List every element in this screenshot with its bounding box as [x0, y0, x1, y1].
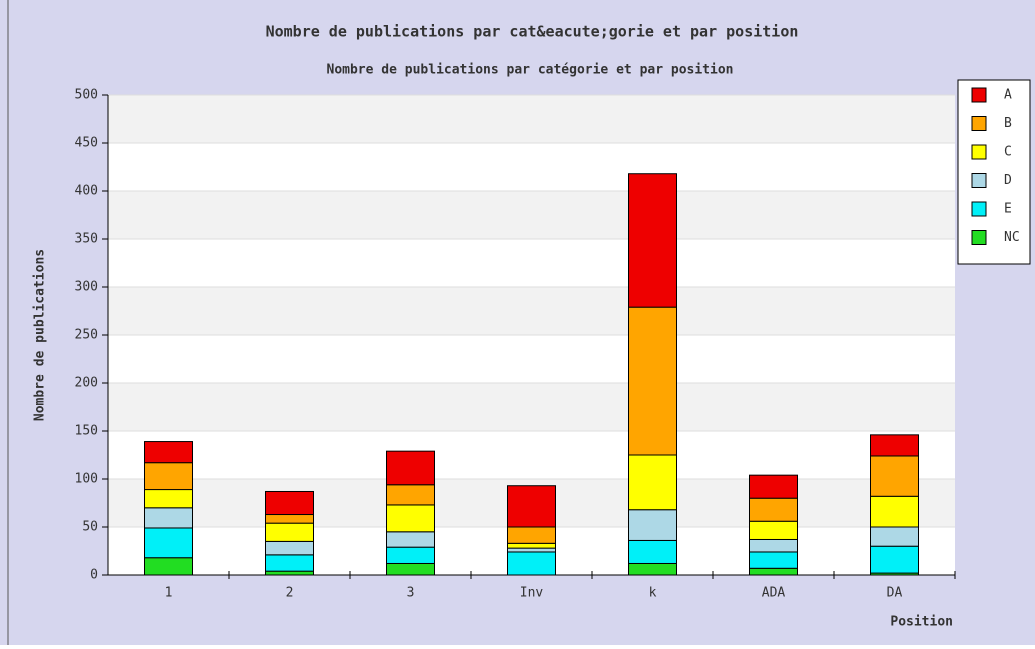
chart-title: Nombre de publications par cat&eacute;go… — [266, 23, 799, 41]
y-tick-label: 300 — [75, 280, 98, 295]
y-tick-label: 50 — [82, 520, 98, 535]
bar-segment — [144, 441, 193, 464]
grid-band — [108, 287, 955, 335]
legend-label: C — [1004, 145, 1012, 160]
bar-segment — [507, 485, 556, 528]
bar-segment — [144, 462, 193, 491]
grid-band — [108, 431, 955, 479]
x-tick-label: DA — [887, 586, 903, 601]
legend-swatch — [971, 173, 987, 188]
bar-segment — [628, 539, 677, 564]
bar-segment — [265, 570, 314, 576]
bar-segment — [749, 567, 798, 576]
y-tick-label: 250 — [75, 328, 98, 343]
bar-segment — [870, 526, 919, 547]
bar-segment — [749, 520, 798, 540]
bar-segment — [628, 454, 677, 511]
bar-segment — [265, 554, 314, 572]
bar-segment — [870, 434, 919, 457]
grid-band — [108, 95, 955, 143]
y-tick-label: 350 — [75, 232, 98, 247]
bar-segment — [144, 527, 193, 559]
legend-swatch — [971, 87, 987, 103]
bar-segment — [749, 538, 798, 553]
legend — [957, 79, 1031, 265]
bar-segment — [386, 450, 435, 486]
bar-segment — [628, 173, 677, 308]
legend-swatch — [971, 144, 987, 160]
y-tick-label: 150 — [75, 424, 98, 439]
legend-label: B — [1004, 116, 1012, 131]
grid-band — [108, 191, 955, 239]
legend-label: NC — [1004, 230, 1020, 245]
y-tick-label: 400 — [75, 184, 98, 199]
bar-segment — [870, 495, 919, 528]
bar-segment — [507, 542, 556, 549]
legend-swatch — [971, 230, 987, 245]
x-tick-label: 1 — [165, 586, 173, 601]
bar-segment — [749, 551, 798, 569]
bar-segment — [386, 546, 435, 564]
bar-segment — [507, 547, 556, 553]
x-tick-label: k — [649, 586, 657, 601]
bar-segment — [386, 504, 435, 533]
bar-segment — [386, 484, 435, 506]
x-tick-label: ADA — [762, 586, 786, 601]
bar-segment — [265, 514, 314, 524]
bar-segment — [265, 490, 314, 516]
bar-segment — [265, 540, 314, 556]
bar-segment — [628, 306, 677, 456]
bar-segment — [144, 489, 193, 509]
bar-segment — [749, 474, 798, 499]
x-tick-label: Inv — [520, 586, 544, 601]
bar-segment — [386, 562, 435, 576]
legend-swatch — [971, 201, 987, 217]
bar-segment — [507, 526, 556, 544]
bar-segment — [507, 551, 556, 576]
bar-segment — [144, 557, 193, 576]
x-tick-label: 2 — [286, 586, 294, 601]
legend-label: E — [1004, 202, 1012, 217]
y-tick-label: 450 — [75, 136, 98, 151]
bar-segment — [870, 545, 919, 574]
legend-label: D — [1004, 173, 1012, 188]
y-axis-label: Nombre de publications — [33, 249, 48, 421]
grid-band — [108, 143, 955, 191]
y-tick-label: 200 — [75, 376, 98, 391]
grid-band — [108, 383, 955, 431]
y-tick-label: 500 — [75, 88, 98, 103]
bar-segment — [628, 562, 677, 576]
grid-band — [108, 335, 955, 383]
bar-segment — [265, 522, 314, 542]
bar-segment — [386, 531, 435, 548]
y-tick-label: 0 — [90, 568, 98, 583]
grid-band — [108, 239, 955, 287]
bar-segment — [749, 497, 798, 522]
bar-segment — [628, 509, 677, 541]
chart-subtitle: Nombre de publications par catégorie et … — [327, 63, 734, 78]
y-tick-label: 100 — [75, 472, 98, 487]
bar-segment — [144, 507, 193, 529]
bar-segment — [870, 455, 919, 497]
legend-swatch — [971, 116, 987, 131]
x-axis-label: Position — [890, 615, 953, 630]
legend-label: A — [1004, 88, 1012, 103]
x-tick-label: 3 — [407, 586, 415, 601]
